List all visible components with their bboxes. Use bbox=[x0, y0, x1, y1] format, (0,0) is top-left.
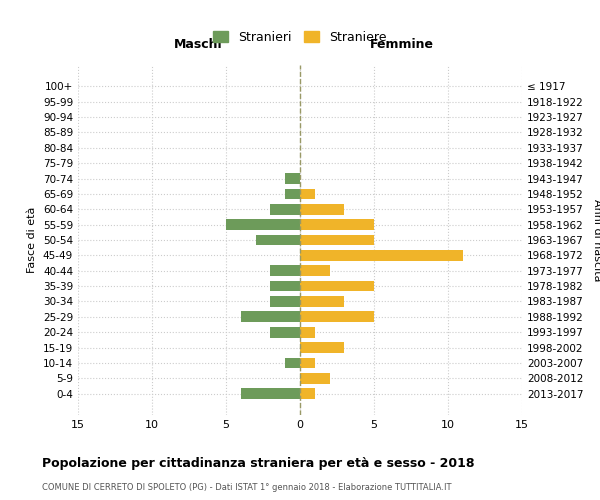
Bar bbox=[300, 373, 329, 384]
Bar bbox=[300, 219, 374, 230]
Bar bbox=[300, 358, 315, 368]
Y-axis label: Anni di nascita: Anni di nascita bbox=[592, 198, 600, 281]
Bar bbox=[285, 188, 300, 200]
Bar bbox=[271, 296, 300, 307]
Bar bbox=[271, 280, 300, 291]
Bar bbox=[300, 250, 463, 261]
Bar bbox=[226, 219, 300, 230]
Bar bbox=[300, 266, 329, 276]
Bar bbox=[300, 280, 374, 291]
Y-axis label: Fasce di età: Fasce di età bbox=[28, 207, 37, 273]
Bar bbox=[300, 188, 315, 200]
Bar bbox=[241, 388, 300, 399]
Text: Popolazione per cittadinanza straniera per età e sesso - 2018: Popolazione per cittadinanza straniera p… bbox=[42, 458, 475, 470]
Text: Femmine: Femmine bbox=[370, 38, 434, 51]
Bar bbox=[300, 388, 315, 399]
Bar bbox=[300, 234, 374, 246]
Text: Maschi: Maschi bbox=[173, 38, 222, 51]
Bar bbox=[300, 327, 315, 338]
Bar bbox=[271, 327, 300, 338]
Bar bbox=[300, 296, 344, 307]
Legend: Stranieri, Straniere: Stranieri, Straniere bbox=[208, 26, 392, 49]
Bar bbox=[271, 266, 300, 276]
Bar bbox=[300, 204, 344, 214]
Bar bbox=[241, 312, 300, 322]
Text: COMUNE DI CERRETO DI SPOLETO (PG) - Dati ISTAT 1° gennaio 2018 - Elaborazione TU: COMUNE DI CERRETO DI SPOLETO (PG) - Dati… bbox=[42, 482, 452, 492]
Bar bbox=[271, 204, 300, 214]
Bar bbox=[256, 234, 300, 246]
Bar bbox=[300, 312, 374, 322]
Bar bbox=[300, 342, 344, 353]
Bar bbox=[285, 358, 300, 368]
Bar bbox=[285, 173, 300, 184]
